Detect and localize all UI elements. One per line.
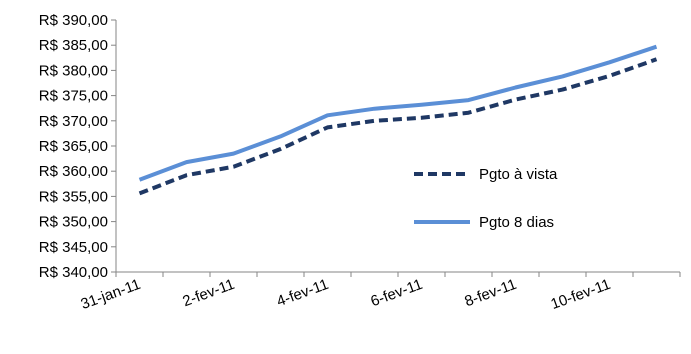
legend: Pgto à vista Pgto 8 dias — [414, 166, 558, 231]
x-tick-label: 10-fev-11 — [549, 276, 613, 313]
y-tick-label: R$ 385,00 — [39, 37, 108, 54]
x-tick-label: 6-fev-11 — [368, 276, 424, 310]
series-line-2 — [138, 44, 658, 182]
y-tick-label: R$ 360,00 — [39, 163, 108, 180]
y-axis: R$ 340,00 R$ 345,00 R$ 350,00 R$ 355,00 R$ 3… — [39, 12, 117, 281]
legend-label-2: Pgto 8 dias — [479, 214, 554, 231]
x-tick-label: 31-jan-11 — [79, 276, 143, 313]
x-tick-label: 4-fev-11 — [274, 276, 330, 310]
x-tick-label: 8-fev-11 — [462, 276, 518, 310]
y-tick-label: R$ 355,00 — [39, 188, 108, 205]
series-line-1 — [138, 57, 658, 196]
y-tick-label: R$ 345,00 — [39, 239, 108, 256]
series-group — [138, 44, 658, 196]
y-tick-label: R$ 365,00 — [39, 138, 108, 155]
x-axis: 31-jan-11 2-fev-11 4-fev-11 6-fev-11 8-fev-1… — [79, 271, 681, 313]
y-tick-label: R$ 380,00 — [39, 62, 108, 79]
y-tick-label: R$ 340,00 — [39, 264, 108, 281]
y-tick-label: R$ 390,00 — [39, 12, 108, 29]
y-tick-label: R$ 370,00 — [39, 113, 108, 130]
legend-label-1: Pgto à vista — [479, 166, 558, 183]
y-tick-label: R$ 350,00 — [39, 214, 108, 231]
x-tick-label: 2-fev-11 — [180, 276, 236, 310]
y-tick-label: R$ 375,00 — [39, 88, 108, 105]
